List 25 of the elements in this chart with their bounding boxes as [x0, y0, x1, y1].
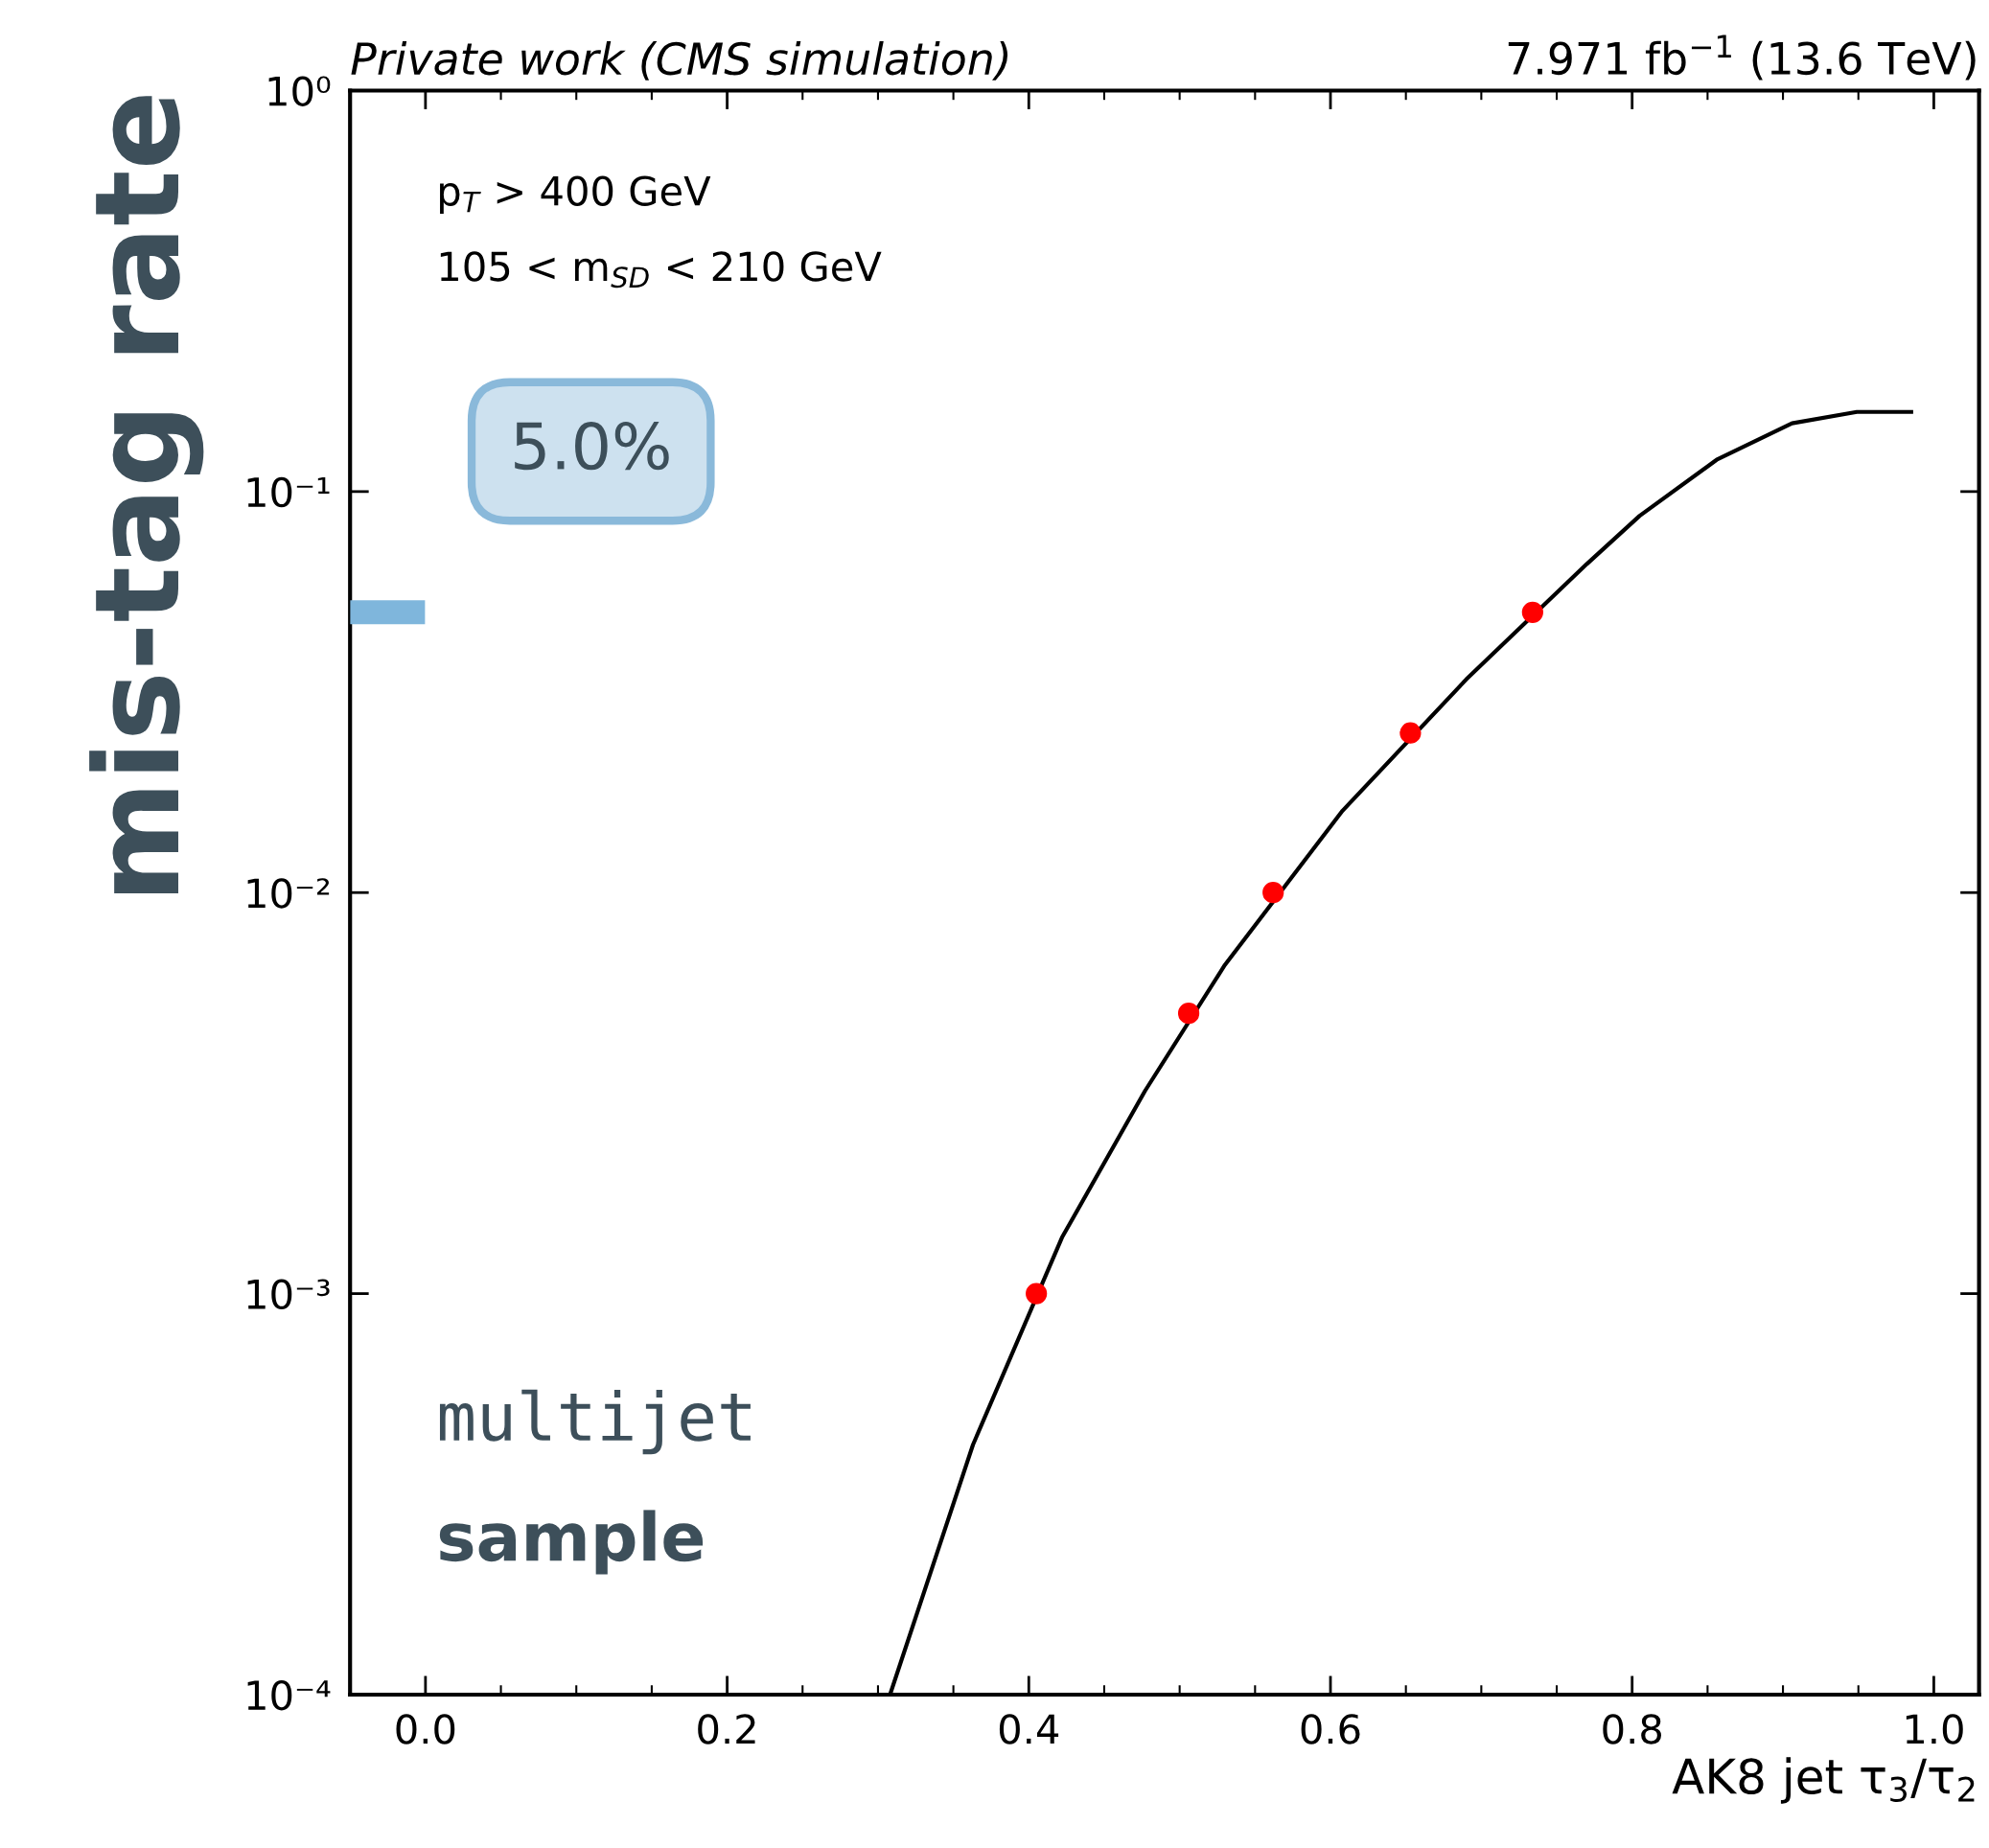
annotation: p$_{T}$ > 400 GeV	[440, 175, 711, 214]
point	[1399, 722, 1422, 744]
x-tick-label: 0.6	[1301, 1714, 1360, 1744]
point	[1026, 1282, 1048, 1305]
x-tick-label: 1.0	[1906, 1714, 1963, 1744]
point	[1177, 1003, 1200, 1025]
y-axis-title: mis-tag rate	[89, 96, 204, 894]
x-tick-label: 0.8	[1603, 1714, 1661, 1744]
x-tick-label: 0.0	[396, 1714, 455, 1744]
y-tick-label: 10⁻³	[247, 1279, 330, 1310]
y-tick-label: 10⁰	[268, 76, 331, 106]
x-axis-title: AK8 jet τ$_{3}$/τ$_{2}$	[1672, 1757, 1975, 1804]
x-tick-label: 0.2	[698, 1714, 755, 1744]
x-tick-label: 0.4	[999, 1714, 1059, 1744]
point	[1262, 882, 1284, 904]
annotation: 5.0%	[515, 421, 669, 471]
y-tick-label: 10⁻¹	[247, 476, 330, 508]
annotation: 105 < m$_{SD}$ < 210 GeV	[440, 251, 882, 289]
point	[1521, 601, 1543, 623]
annotation: sample	[439, 1510, 704, 1575]
y-tick-label: 10⁻²	[247, 878, 330, 909]
y-tick-label: 10⁻⁴	[247, 1679, 331, 1711]
chart-title: Private work (CMS simulation)	[351, 40, 1008, 81]
annotation: multijet	[439, 1389, 751, 1455]
chart-subtitle: 7.971 fb$^{−1}$ (13.6 TeV)	[1508, 35, 1976, 81]
